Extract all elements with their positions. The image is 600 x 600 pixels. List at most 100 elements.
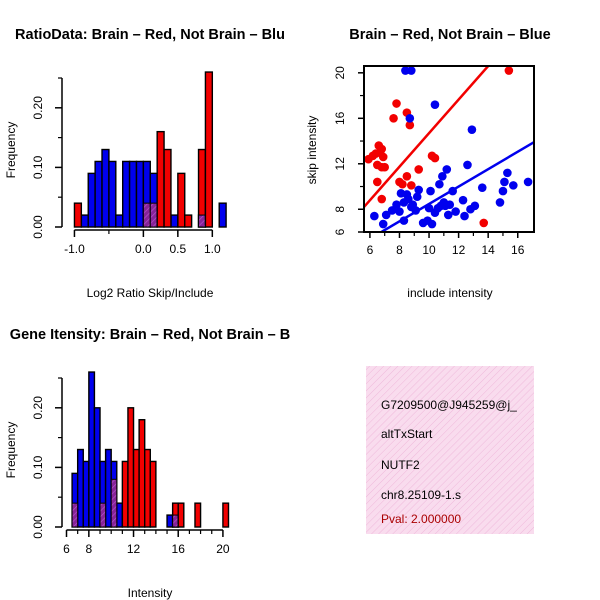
intensity-bar-notbrain-1 <box>76 448 84 528</box>
intensity-bar-notbrain-8 <box>116 502 124 528</box>
intensity-bars <box>71 371 230 528</box>
intensity-bar-brain-10 <box>177 502 185 528</box>
ratio-bar-notbrain-2 <box>94 160 103 228</box>
scatter-point-blue-42 <box>503 168 512 178</box>
scatter-point-red-18 <box>405 120 415 130</box>
scatter-point-blue-35 <box>460 211 469 221</box>
ratio-axes: -1.0 0.0 0.5 1.0 0.00 0.10 0.20 <box>31 77 221 256</box>
intensity-bar-brain-5 <box>132 448 140 528</box>
scatter-point-blue-32 <box>448 186 457 196</box>
scatter-point-blue-31 <box>445 200 455 210</box>
ratio-bar-notbrain-4 <box>108 160 117 228</box>
ratio-bar-notbrain-0 <box>80 214 89 228</box>
scatter-point-blue-34 <box>458 195 468 205</box>
ratio-chart-title: RatioData: Brain – Red, Not Brain – Blu <box>15 27 285 43</box>
scatter-point-blue-9 <box>392 200 401 210</box>
ratio-bar-notbrain-1 <box>87 172 96 228</box>
info-pval: Pval: 2.000000 <box>381 512 461 526</box>
scatter-point-blue-33 <box>451 207 460 216</box>
scatter-point-blue-21 <box>426 186 435 196</box>
ratio-bar-notbrain-8 <box>135 160 145 228</box>
scatter-point-red-16 <box>402 171 412 181</box>
intensity-bar-brain-0 <box>71 502 79 528</box>
ratio-bar-brain-1 <box>142 202 151 228</box>
scatter-plot-frame <box>363 65 535 233</box>
scatter-point-blue-6 <box>378 219 388 229</box>
intensity-axes: 6 8 12 16 20 0.00 0.10 0.20 <box>31 377 230 556</box>
scatter-x-tick-label-3: 12 <box>452 243 466 257</box>
scatter-point-blue-36 <box>463 160 472 170</box>
intensity-bar-brain-8 <box>149 460 157 528</box>
scatter-point-red-22 <box>479 218 489 228</box>
ratio-x-tick-label-2: 0.5 <box>170 242 187 256</box>
ratio-x-tick-label-3: 1.0 <box>204 242 221 256</box>
ratio-x-axis-label: Log2 Ratio Skip/Include <box>87 286 214 300</box>
scatter-point-red-7 <box>380 162 389 172</box>
scatter-point-red-10 <box>373 177 382 187</box>
intensity-bar-brain-1 <box>99 502 107 528</box>
ratio-bar-brain-8 <box>204 71 214 228</box>
scatter-x-tick-label-0: 6 <box>367 243 374 257</box>
scatter-point-red-9 <box>377 144 387 154</box>
scatter-y-tick-label-1: 8 <box>333 206 347 213</box>
scatter-point-blue-18 <box>414 185 423 195</box>
info-location: chr8.25109-1.s <box>381 488 461 502</box>
scatter-point-red-15 <box>398 179 407 189</box>
scatter-content <box>364 66 534 232</box>
scatter-axes: 6 8 10 12 14 16 6 8 12 16 20 <box>333 65 535 257</box>
scatter-point-blue-22 <box>427 219 437 229</box>
scatter-point-blue-38 <box>477 183 487 192</box>
intensity-y-tick-label-1: 0.10 <box>31 455 45 479</box>
ratio-bar-brain-5 <box>177 172 186 228</box>
intensity-bar-brain-12 <box>222 502 230 528</box>
ratio-bar-brain-6 <box>184 214 193 228</box>
scatter-point-red-5 <box>378 152 388 162</box>
scatter-point-red-12 <box>389 114 398 123</box>
ratio-bar-notbrain-13 <box>218 202 227 228</box>
intensity-bar-notbrain-9 <box>166 514 174 528</box>
ratio-bar-brain-2 <box>149 202 158 228</box>
scatter-point-blue-46 <box>412 192 422 202</box>
intensity-x-tick-label-3: 16 <box>172 542 186 556</box>
scatter-y-tick-label-0: 6 <box>333 228 347 235</box>
intensity-x-tick-label-1: 8 <box>86 542 93 556</box>
ratio-bars <box>73 71 227 228</box>
scatter-point-blue-40 <box>498 186 508 196</box>
scatter-point-blue-45 <box>399 216 409 225</box>
intensity-y-tick-label-2: 0.20 <box>31 396 45 420</box>
intensity-x-tick-label-0: 6 <box>63 542 70 556</box>
ratio-x-tick-label-1: 0.0 <box>135 242 152 256</box>
scatter-y-tick-label-4: 20 <box>333 66 347 80</box>
info-gene-name: NUTF2 <box>381 458 420 472</box>
scatter-point-blue-17 <box>411 206 421 215</box>
intensity-bar-brain-7 <box>144 448 151 528</box>
intensity-y-tick-label-0: 0.00 <box>31 515 45 539</box>
scatter-point-red-13 <box>392 99 401 108</box>
intensity-bar-notbrain-3 <box>88 371 96 528</box>
scatter-point-red-24 <box>407 181 416 190</box>
intensity-x-tick-label-2: 12 <box>127 542 141 556</box>
ratio-bar-notbrain-3 <box>101 148 110 228</box>
scatter-y-tick-label-2: 12 <box>333 157 347 171</box>
scatter-point-blue-10 <box>395 207 404 216</box>
ratio-bar-notbrain-11 <box>170 214 179 228</box>
intensity-bar-brain-2 <box>110 478 118 528</box>
info-event-id: G7209500@J945259@j_ <box>381 398 517 412</box>
ratio-y-tick-label-2: 0.20 <box>31 96 45 120</box>
scatter-point-red-11 <box>377 194 387 204</box>
scatter-point-blue-47 <box>424 203 434 213</box>
intensity-bar-brain-4 <box>127 407 135 528</box>
scatter-point-blue-5 <box>370 211 379 221</box>
ratio-y-axis-label: Frequency <box>4 122 18 179</box>
scatter-point-blue-7 <box>381 210 391 220</box>
scatter-point-blue-41 <box>500 177 509 187</box>
intensity-bar-notbrain-4 <box>93 407 101 528</box>
ratio-x-tick-label-0: -1.0 <box>64 242 85 256</box>
intensity-chart-title: Gene Itensity: Brain – Red, Not Brain – … <box>10 327 290 343</box>
scatter-point-blue-3 <box>430 100 440 109</box>
info-event-type: altTxStart <box>381 427 433 441</box>
intensity-bar-notbrain-6 <box>104 448 112 528</box>
scatter-x-tick-label-4: 14 <box>481 243 495 257</box>
scatter-y-axis-label: skip intensity <box>305 116 319 185</box>
